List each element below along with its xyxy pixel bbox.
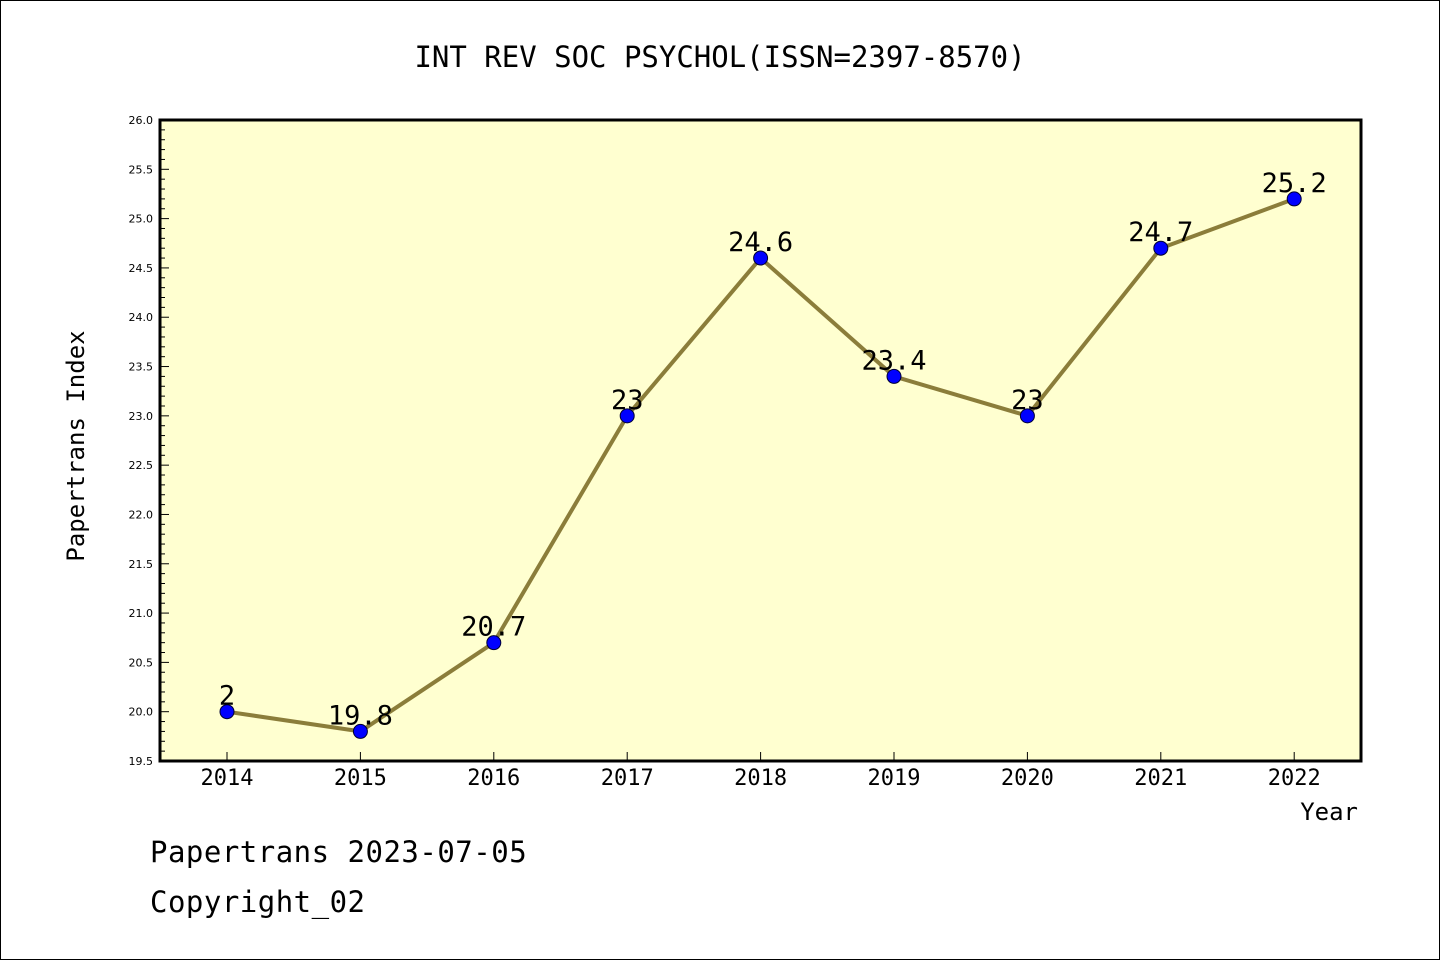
x-tick-label: 2022 (1268, 766, 1321, 791)
y-tick-label: 24.0 (129, 311, 154, 324)
data-label: 23 (1011, 385, 1044, 416)
x-tick-label: 2016 (467, 766, 520, 791)
data-label: 19.8 (328, 700, 393, 731)
data-point (352, 723, 368, 739)
data-label: 24.7 (1128, 217, 1193, 248)
data-point (753, 250, 769, 266)
x-tick-label: 2020 (1001, 766, 1054, 791)
data-labels: 2 19.8 20.7 23 24.6 23.4 23 24.7 25.2 (219, 168, 1327, 732)
y-tick-label: 24.5 (129, 262, 154, 275)
x-tick-label: 2017 (601, 766, 654, 791)
data-point (619, 408, 635, 424)
data-point (1019, 408, 1035, 424)
y-tick-label: 23.5 (129, 361, 154, 374)
y-tick-label: 19.5 (129, 755, 154, 768)
data-label: 20.7 (461, 612, 526, 643)
data-point (886, 368, 902, 384)
data-point (1286, 191, 1302, 207)
y-tick-label: 20.5 (129, 656, 154, 669)
x-tick-label: 2015 (334, 766, 387, 791)
chart-title: INT REV SOC PSYCHOL(ISSN=2397-8570) (414, 40, 1025, 74)
data-point (219, 704, 235, 720)
x-axis-ticks: 2014 2015 2016 2017 2018 2019 2020 2021 2022 (201, 752, 1321, 791)
x-axis-label: Year (1300, 798, 1358, 826)
y-tick-label: 23.0 (129, 410, 154, 423)
y-tick-label: 25.0 (129, 213, 154, 226)
series-papertrans-index (219, 191, 1302, 739)
y-tick-label: 21.0 (129, 607, 154, 620)
x-tick-label: 2018 (734, 766, 787, 791)
x-tick-label: 2014 (201, 766, 254, 791)
y-tick-label: 22.5 (129, 459, 154, 472)
data-point (486, 635, 502, 651)
y-tick-label: 20.0 (129, 706, 154, 719)
data-label: 25.2 (1262, 168, 1327, 199)
y-tick-label: 22.0 (129, 508, 154, 521)
y-tick-label: 26.0 (129, 114, 154, 127)
data-label: 24.6 (728, 227, 793, 258)
data-label: 23.4 (861, 345, 926, 376)
data-label: 23 (611, 385, 644, 416)
y-axis-label: Papertrans Index (62, 330, 90, 561)
footer-copyright: Copyright_02 (150, 885, 366, 919)
data-point (1153, 240, 1169, 256)
y-tick-label: 21.5 (129, 558, 154, 571)
footer-source-date: Papertrans 2023-07-05 (150, 835, 528, 869)
y-tick-label: 25.5 (129, 163, 154, 176)
plot-area (158, 118, 1363, 763)
data-label: 2 (219, 681, 235, 712)
x-tick-label: 2019 (868, 766, 921, 791)
x-tick-label: 2021 (1134, 766, 1187, 791)
y-axis-ticks: 19.5 20.0 20.5 21.0 21.5 22.0 22.5 23.0 23.5 24.0… (129, 114, 169, 768)
